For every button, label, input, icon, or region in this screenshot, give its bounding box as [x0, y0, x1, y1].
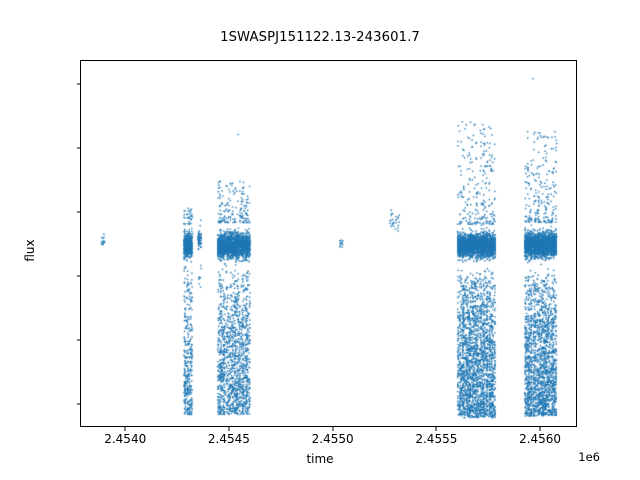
y-tick-mark [76, 339, 80, 341]
x-axis-label: time [306, 452, 334, 466]
y-tick-mark [76, 147, 80, 149]
plot-area [80, 60, 577, 427]
x-tick-mark [539, 427, 541, 431]
x-tick-label: 2.4555 [415, 432, 458, 446]
y-tick-mark [76, 403, 80, 405]
y-tick-mark [76, 211, 80, 213]
x-tick-label: 2.4560 [519, 432, 562, 446]
x-tick-mark [124, 427, 126, 431]
x-tick-mark [332, 427, 334, 431]
y-axis-label: flux [23, 239, 37, 262]
x-axis-offset-label: 1e6 [578, 450, 600, 464]
x-tick-mark [435, 427, 437, 431]
x-tick-mark [228, 427, 230, 431]
y-tick-mark [76, 275, 80, 277]
y-tick-mark [76, 83, 80, 85]
x-tick-label: 2.4550 [311, 432, 354, 446]
scatter-points-layer [81, 61, 576, 426]
x-tick-label: 2.4545 [207, 432, 250, 446]
x-tick-label: 2.4540 [104, 432, 147, 446]
chart-title: 1SWASPJ151122.13-243601.7 [220, 30, 420, 45]
